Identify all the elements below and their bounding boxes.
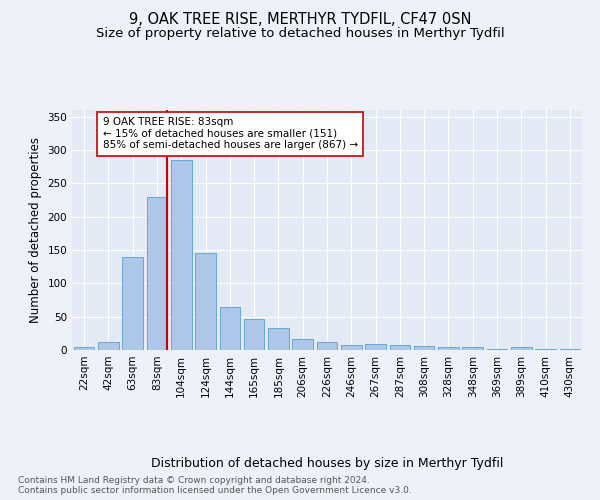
Text: Size of property relative to detached houses in Merthyr Tydfil: Size of property relative to detached ho… (95, 28, 505, 40)
Bar (220, 306, 240, 350)
Bar (122, 256, 143, 350)
Bar (171, 160, 191, 350)
Bar (365, 344, 386, 350)
Bar (74, 346, 94, 350)
Bar (317, 342, 337, 350)
Bar (560, 348, 580, 350)
Bar (195, 254, 216, 350)
Y-axis label: Number of detached properties: Number of detached properties (29, 137, 42, 323)
Bar (487, 348, 508, 350)
Text: Contains HM Land Registry data © Crown copyright and database right 2024.
Contai: Contains HM Land Registry data © Crown c… (18, 476, 412, 495)
Bar (511, 348, 532, 350)
Bar (268, 328, 289, 350)
Bar (292, 338, 313, 350)
Bar (414, 346, 434, 350)
Bar (341, 346, 362, 350)
Bar (438, 348, 459, 350)
Bar (463, 348, 483, 350)
Text: 9 OAK TREE RISE: 83sqm
← 15% of detached houses are smaller (151)
85% of semi-de: 9 OAK TREE RISE: 83sqm ← 15% of detached… (103, 117, 358, 150)
Text: 9, OAK TREE RISE, MERTHYR TYDFIL, CF47 0SN: 9, OAK TREE RISE, MERTHYR TYDFIL, CF47 0… (129, 12, 471, 28)
Bar (389, 344, 410, 350)
Bar (146, 196, 167, 350)
Bar (535, 348, 556, 350)
Bar (244, 320, 265, 350)
Bar (98, 342, 119, 350)
Text: Distribution of detached houses by size in Merthyr Tydfil: Distribution of detached houses by size … (151, 458, 503, 470)
